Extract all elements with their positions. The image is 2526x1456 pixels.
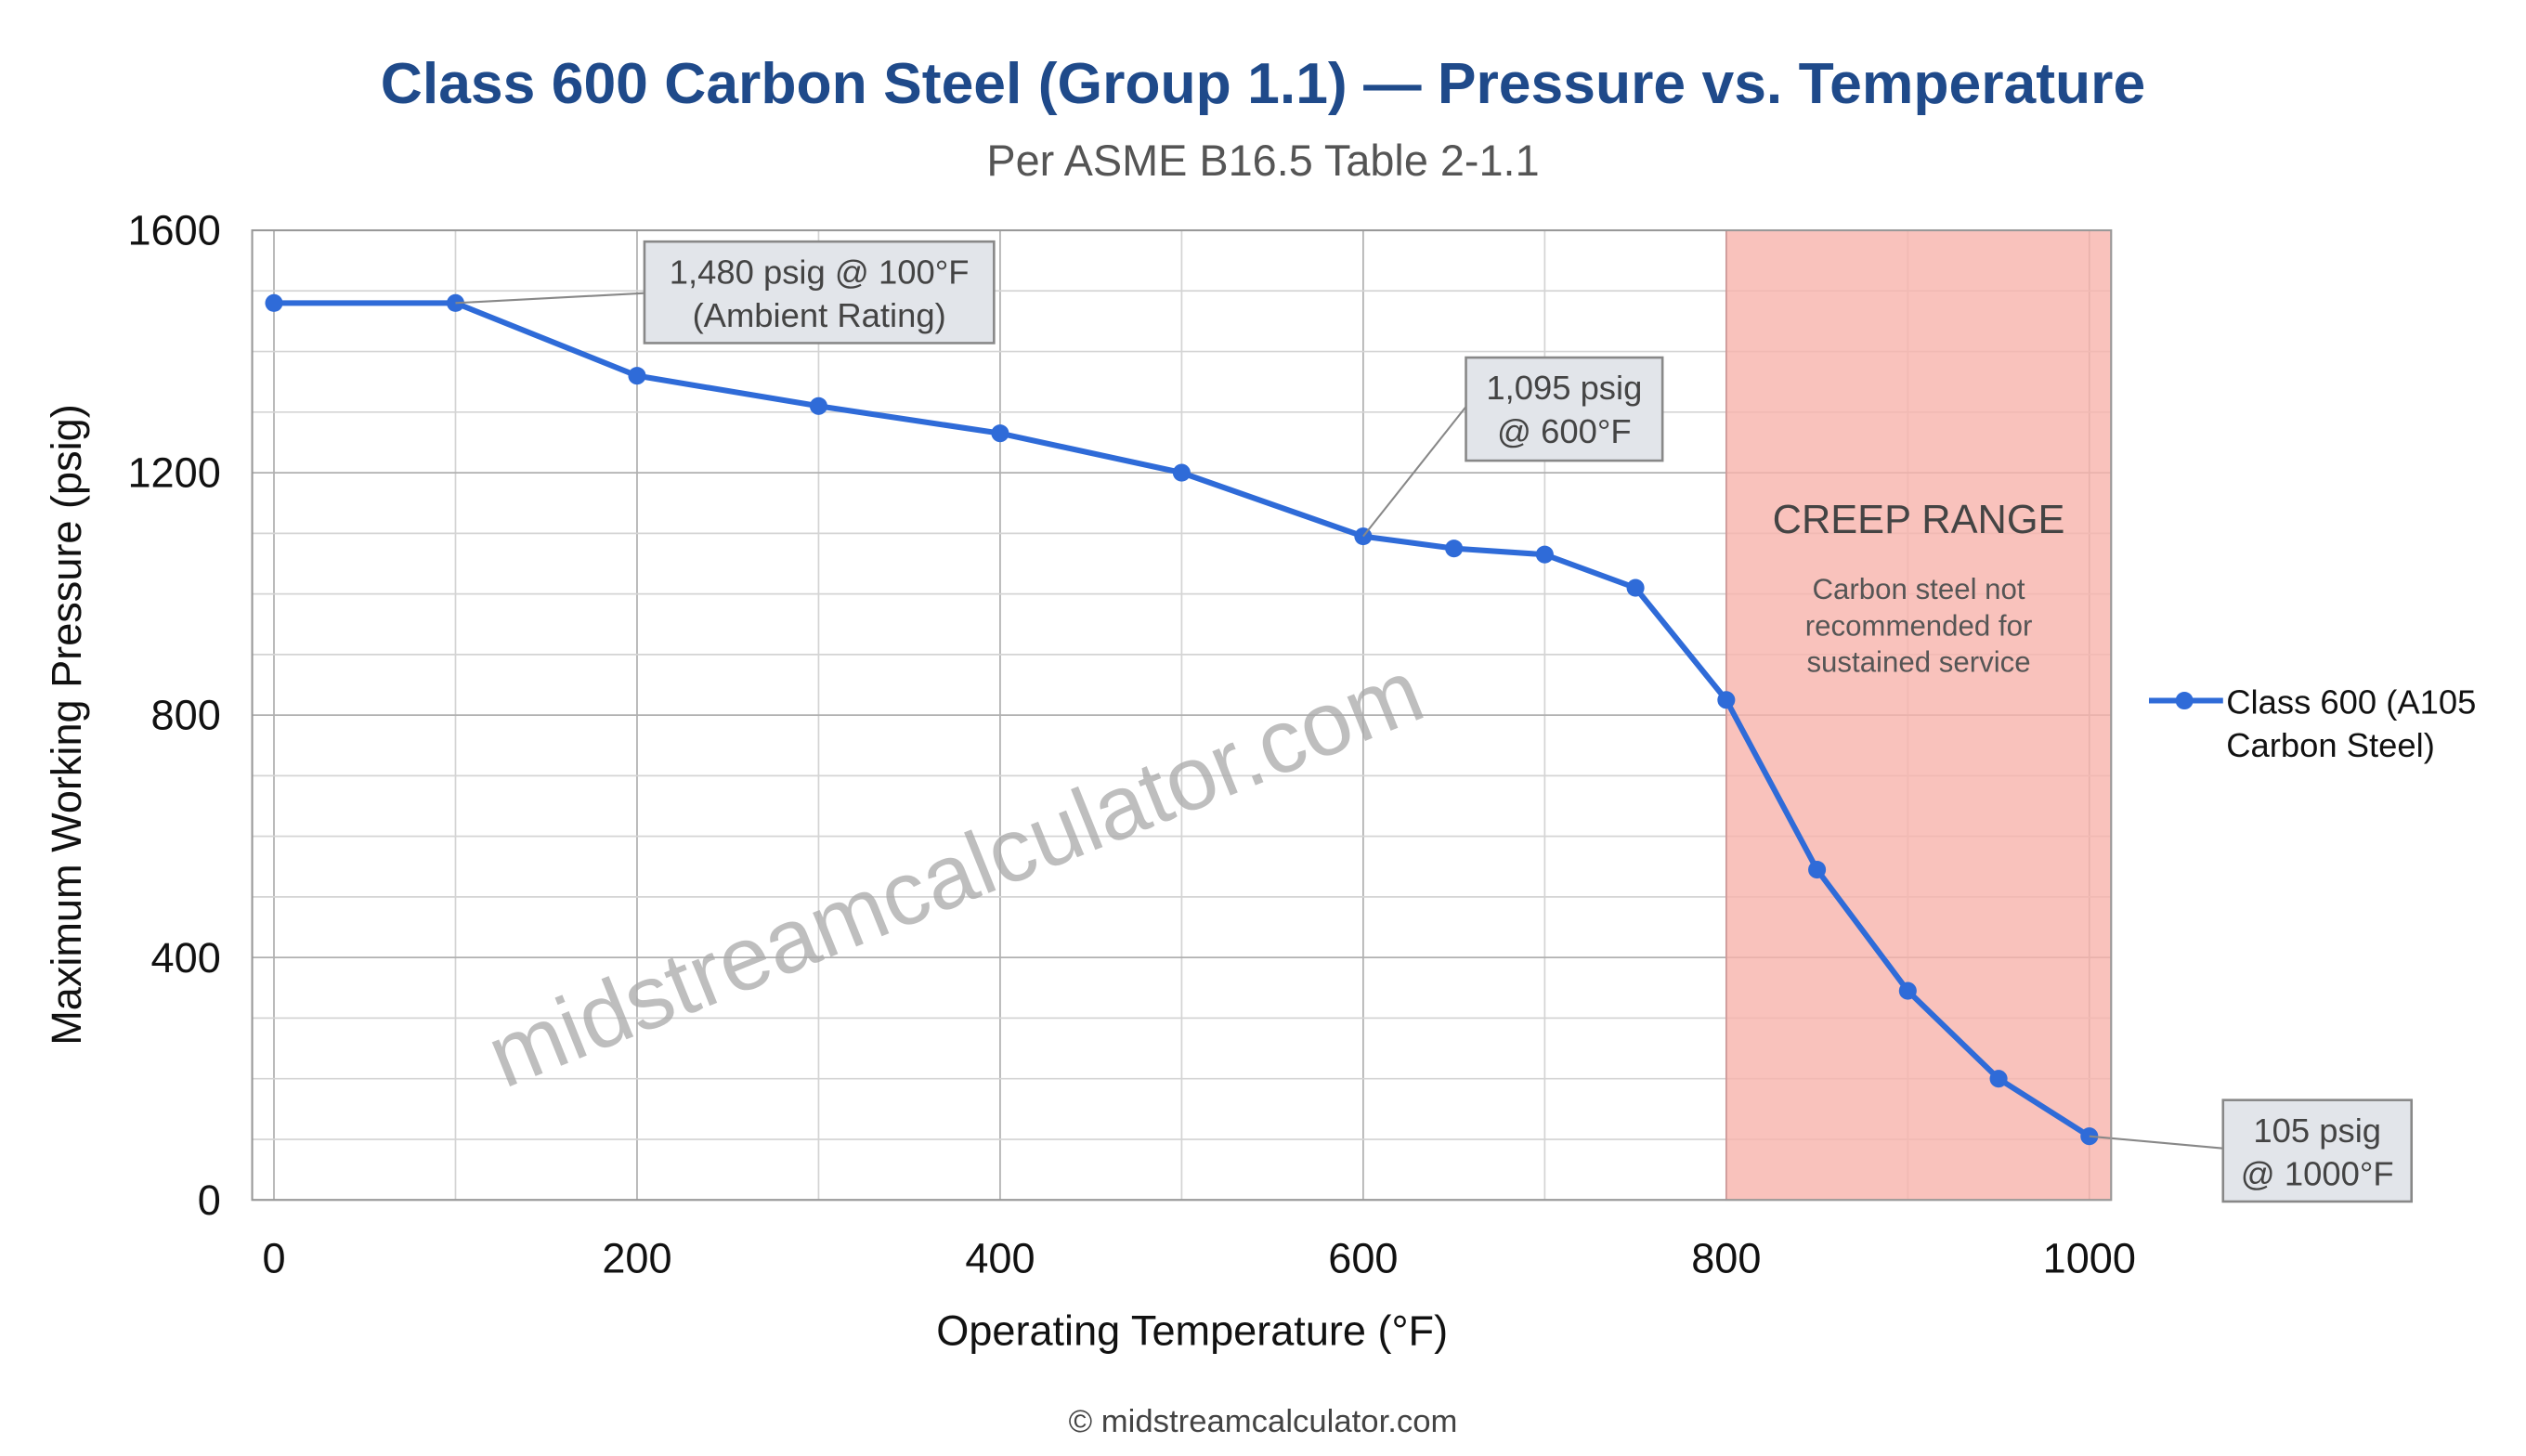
data-point xyxy=(1898,982,1917,1000)
creep-range-note: recommended for xyxy=(1805,609,2033,642)
annotation-leader xyxy=(455,292,645,305)
data-point xyxy=(809,396,827,415)
plot-frame xyxy=(251,228,2113,1202)
watermark: midstreamcalculator.com xyxy=(474,640,1437,1107)
x-tick-label: 400 xyxy=(965,1234,1035,1281)
y-tick-label: 1200 xyxy=(127,449,220,497)
data-point xyxy=(2080,1127,2099,1146)
annotation-text: @ 1000°F xyxy=(2241,1155,2394,1193)
annotation-text: @ 600°F xyxy=(1497,412,1632,450)
annotation-text: 1,480 psig @ 100°F xyxy=(670,253,970,291)
data-point xyxy=(1535,545,1554,564)
annotation-box xyxy=(643,240,996,344)
x-tick-label: 200 xyxy=(602,1234,671,1281)
x-tick-label: 0 xyxy=(262,1234,285,1281)
legend-label: Carbon Steel) xyxy=(2226,726,2435,764)
data-point xyxy=(628,367,646,385)
x-tick-label: 800 xyxy=(1691,1234,1761,1281)
y-tick-label: 800 xyxy=(151,692,221,739)
data-point xyxy=(1717,691,1736,709)
annotation-text: 105 psig xyxy=(2253,1112,2381,1150)
x-tick-label: 600 xyxy=(1328,1234,1398,1281)
data-point xyxy=(1808,860,1827,879)
y-axis-label: Maximum Working Pressure (psig) xyxy=(43,404,90,1046)
annotation-leader xyxy=(1362,401,1470,538)
series-line xyxy=(265,293,2099,1146)
annotation-text: 1,095 psig xyxy=(1486,369,1642,407)
annotation-box xyxy=(2221,1098,2414,1203)
data-point xyxy=(1445,540,1464,558)
legend-label: Class 600 (A105 xyxy=(2226,682,2476,721)
creep-range-note: sustained service xyxy=(1806,645,2030,678)
x-tick-label: 1000 xyxy=(2043,1234,2136,1281)
annotation-box xyxy=(1465,356,1664,462)
data-point xyxy=(1989,1070,2008,1088)
data-point xyxy=(1626,578,1645,597)
y-tick-label: 1600 xyxy=(127,207,220,254)
x-axis-label: Operating Temperature (°F) xyxy=(936,1306,1448,1354)
data-point xyxy=(265,293,283,312)
y-tick-label: 0 xyxy=(198,1176,221,1224)
creep-range-note: Carbon steel not xyxy=(1813,573,2025,605)
chart-title: Class 600 Carbon Steel (Group 1.1) — Pre… xyxy=(381,51,2145,116)
data-point xyxy=(991,424,1009,443)
creep-range-title: CREEP RANGE xyxy=(1773,498,2065,542)
legend-marker xyxy=(2175,691,2194,710)
axes: 0 200 400 600 800 1000 0 400 800 1200 1600 xyxy=(127,207,2135,1282)
creep-range-band xyxy=(1725,229,2113,1202)
creep-range-region: CREEP RANGE Carbon steel not recommended f… xyxy=(1725,229,2113,1202)
legend: Class 600 (A105 Carbon Steel) xyxy=(2148,682,2476,764)
footer: © midstreamcalculator.com xyxy=(1069,1404,1458,1439)
chart-subtitle: Per ASME B16.5 Table 2-1.1 xyxy=(986,136,1539,185)
annotations: 1,480 psig @ 100°F (Ambient Rating) 1,095 … xyxy=(455,240,2414,1203)
annotation-text: (Ambient Rating) xyxy=(693,296,946,334)
data-point xyxy=(1172,463,1191,482)
y-tick-label: 400 xyxy=(151,934,221,982)
